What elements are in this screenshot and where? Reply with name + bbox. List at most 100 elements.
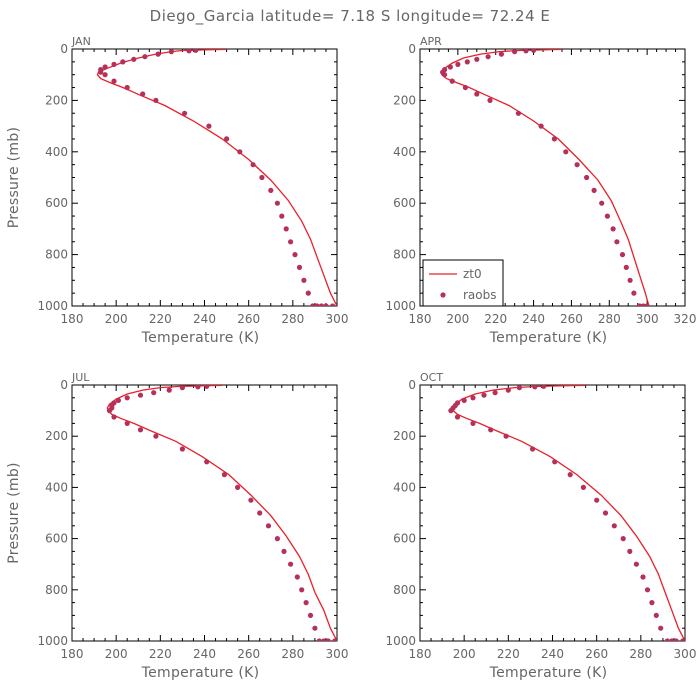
data-point-jan bbox=[153, 97, 159, 103]
data-point-jul bbox=[288, 561, 294, 567]
y-tick-label-jul-600: 600 bbox=[45, 532, 68, 546]
series-points-raobs-apr bbox=[440, 49, 650, 306]
data-point-oct bbox=[669, 638, 675, 641]
panel-oct: OCT 180 200 220 240 260 280 300 0 200 400 600 800 100… bbox=[385, 371, 696, 681]
data-point-jul bbox=[294, 574, 300, 580]
data-point-jul bbox=[153, 433, 159, 439]
data-point-apr bbox=[449, 78, 455, 84]
data-point-jul bbox=[321, 638, 327, 641]
data-point-oct bbox=[470, 395, 476, 401]
data-point-apr bbox=[464, 59, 470, 65]
data-point-oct bbox=[448, 408, 454, 414]
data-point-jul bbox=[307, 612, 314, 619]
data-point-apr bbox=[619, 252, 626, 258]
x-tick-label-apr-260: 260 bbox=[560, 312, 583, 326]
legend-label-zt0: zt0 bbox=[463, 267, 482, 281]
data-point-jan bbox=[274, 200, 280, 206]
data-point-oct bbox=[461, 397, 467, 403]
data-point-jan bbox=[111, 78, 117, 84]
x-tick-label-oct-300: 300 bbox=[674, 647, 697, 661]
data-point-oct bbox=[653, 612, 659, 619]
data-point-oct bbox=[673, 638, 679, 641]
data-point-jan bbox=[259, 174, 265, 181]
data-point-oct bbox=[620, 536, 626, 542]
data-point-apr bbox=[623, 264, 629, 270]
data-point-oct bbox=[505, 387, 511, 393]
data-point-jan bbox=[102, 64, 108, 70]
y-tick-label-jan-0: 0 bbox=[60, 42, 68, 56]
data-point-jan bbox=[279, 213, 285, 219]
x-tick-label-jan-180: 180 bbox=[61, 312, 84, 326]
data-point-oct bbox=[481, 392, 487, 398]
data-point-apr bbox=[474, 91, 480, 97]
data-point-oct bbox=[644, 587, 651, 593]
data-point-apr bbox=[462, 84, 468, 91]
series-line-zt0-jul bbox=[106, 385, 337, 641]
data-point-jan bbox=[318, 303, 325, 306]
x-tick-label-apr-200: 200 bbox=[446, 312, 469, 326]
data-point-apr bbox=[474, 56, 480, 62]
x-tick-label-jan-240: 240 bbox=[193, 312, 216, 326]
data-point-jan bbox=[124, 84, 130, 91]
data-point-apr bbox=[455, 61, 461, 67]
data-point-oct bbox=[627, 548, 633, 555]
data-point-jan bbox=[323, 303, 329, 306]
data-point-jan bbox=[120, 59, 126, 65]
data-point-oct bbox=[503, 433, 509, 439]
y-tick-label-apr-0: 0 bbox=[408, 42, 416, 56]
data-point-jan bbox=[305, 290, 311, 296]
data-point-oct bbox=[680, 638, 685, 641]
data-point-jul bbox=[303, 600, 309, 606]
x-axis-label-jul: Temperature (K) bbox=[141, 665, 260, 681]
data-point-jan bbox=[102, 72, 108, 78]
y-tick-label-oct-800: 800 bbox=[393, 583, 416, 597]
data-point-jan bbox=[193, 49, 199, 53]
x-tick-label-jul-180: 180 bbox=[61, 647, 84, 661]
data-point-jul bbox=[115, 397, 121, 403]
data-point-apr bbox=[523, 49, 529, 54]
x-tick-label-oct-220: 220 bbox=[497, 647, 520, 661]
legend-label-raobs: raobs bbox=[463, 288, 497, 302]
data-point-oct bbox=[633, 561, 640, 567]
data-point-apr bbox=[614, 239, 620, 245]
data-point-jan bbox=[131, 56, 137, 62]
figure-title: Diego_Garcia latitude= 7.18 S longitude=… bbox=[150, 7, 551, 26]
y-axis-label-jan: Pressure (mb) bbox=[6, 127, 22, 229]
data-point-oct bbox=[541, 385, 547, 389]
x-tick-label-jan-300: 300 bbox=[326, 312, 349, 326]
y-tick-label-oct-200: 200 bbox=[393, 429, 416, 443]
series-line-zt0-oct bbox=[451, 385, 685, 641]
y-tick-label-jan-600: 600 bbox=[45, 196, 68, 210]
legend-box bbox=[422, 259, 504, 307]
data-point-jan bbox=[330, 303, 336, 306]
y-tick-label-apr-1000: 1000 bbox=[385, 299, 416, 313]
y-tick-label-oct-0: 0 bbox=[408, 378, 416, 392]
panel-jul: JUL 180 200 220 240 260 280 300 0 200 400 600 800 100… bbox=[6, 371, 348, 681]
data-point-jan bbox=[288, 239, 294, 245]
y-tick-label-jul-400: 400 bbox=[45, 480, 68, 494]
data-point-jul bbox=[248, 497, 254, 503]
data-point-apr bbox=[563, 149, 569, 155]
data-point-jul bbox=[137, 427, 144, 433]
y-tick-label-jan-1000: 1000 bbox=[37, 299, 68, 313]
data-point-apr bbox=[442, 72, 448, 78]
series-points-raobs-jan bbox=[98, 49, 336, 306]
data-point-apr bbox=[604, 213, 611, 219]
data-point-jan bbox=[310, 303, 316, 306]
data-point-oct bbox=[649, 600, 655, 606]
data-point-apr bbox=[584, 174, 590, 181]
data-point-jul bbox=[137, 392, 144, 398]
data-point-jan bbox=[237, 149, 243, 155]
data-point-apr bbox=[627, 277, 633, 283]
y-tick-label-jul-1000: 1000 bbox=[37, 634, 68, 648]
data-point-oct bbox=[530, 446, 536, 452]
x-axis-label-jan: Temperature (K) bbox=[141, 330, 260, 346]
data-point-oct bbox=[454, 414, 461, 420]
y-tick-label-jan-400: 400 bbox=[45, 145, 68, 159]
data-point-apr bbox=[515, 110, 522, 116]
x-tick-label-apr-180: 180 bbox=[409, 312, 432, 326]
data-point-jan bbox=[250, 162, 256, 168]
data-point-jul bbox=[204, 459, 210, 465]
y-tick-label-jul-0: 0 bbox=[60, 378, 68, 392]
